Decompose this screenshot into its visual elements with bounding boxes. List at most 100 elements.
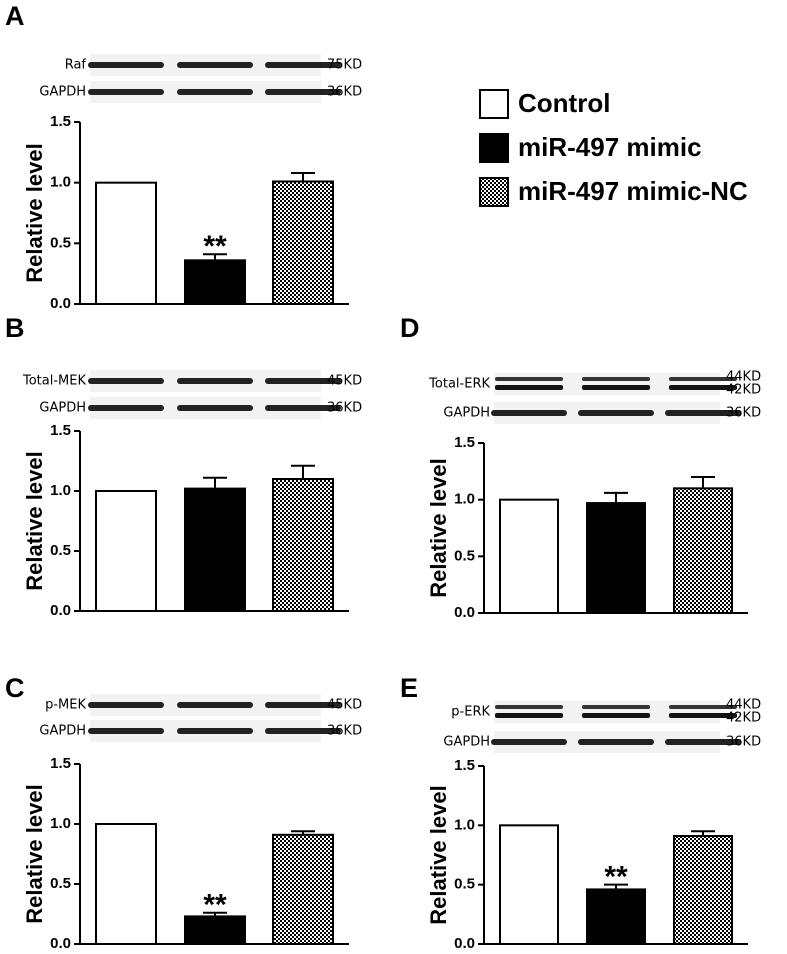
blot-size: 45KD xyxy=(327,698,362,713)
y-tick-label: 0.5 xyxy=(50,234,71,251)
blot-band xyxy=(578,739,654,745)
blot-label: GAPDH xyxy=(443,406,490,421)
y-tick-label: 0.0 xyxy=(50,602,71,619)
bar xyxy=(272,180,334,306)
blot-band xyxy=(582,385,650,390)
blot-band xyxy=(265,62,341,68)
blot-band xyxy=(265,89,341,95)
y-axis-label: Relative level xyxy=(22,451,47,590)
blot-background xyxy=(494,701,720,723)
y-tick-label: 0.5 xyxy=(50,542,71,559)
blot-band xyxy=(669,377,737,381)
y-tick-label: 1.5 xyxy=(454,757,475,774)
y-tick-label: 0.0 xyxy=(50,295,71,312)
blot-label: Raf xyxy=(65,58,87,73)
blot-band xyxy=(265,728,341,734)
blot-band xyxy=(177,405,253,411)
y-tick-label: 0.0 xyxy=(50,935,71,949)
y-tick-label: 1.5 xyxy=(454,434,475,451)
blot-band xyxy=(495,377,563,381)
legend-label: miR-497 mimic xyxy=(518,132,702,162)
blot-band xyxy=(491,739,567,745)
bar xyxy=(272,833,334,945)
panel-letter: A xyxy=(5,1,25,31)
panel-letter: B xyxy=(5,313,25,343)
blot-band xyxy=(582,377,650,381)
blot-band xyxy=(88,62,164,68)
bar xyxy=(272,478,334,612)
y-tick-label: 1.0 xyxy=(50,174,71,191)
legend-swatch xyxy=(479,89,509,119)
y-tick-label: 1.5 xyxy=(50,422,71,439)
blot-band xyxy=(177,702,253,708)
legend-swatch xyxy=(479,133,509,163)
blot-band xyxy=(177,728,253,734)
bar xyxy=(184,487,246,613)
blot-size: 42KD xyxy=(726,383,761,398)
bar xyxy=(95,823,157,945)
panel-letter: C xyxy=(5,673,25,703)
bar xyxy=(95,490,157,612)
legend-swatch xyxy=(479,177,509,207)
blot-band xyxy=(665,410,741,416)
y-tick-label: 0.5 xyxy=(454,547,475,564)
legend-label: Control xyxy=(518,88,610,118)
blot-band xyxy=(669,705,737,709)
blot-band xyxy=(88,89,164,95)
blot-label: Total-MEK xyxy=(22,374,86,389)
blot-band xyxy=(669,713,737,718)
blot-size: 75KD xyxy=(327,58,362,73)
bar xyxy=(184,259,246,306)
blot-size: 36KD xyxy=(327,724,362,739)
blot-band xyxy=(177,62,253,68)
bar xyxy=(184,915,246,946)
blot-band xyxy=(491,410,567,416)
blot-size: 44KD xyxy=(726,370,761,385)
blot-band xyxy=(88,728,164,734)
blot-label: GAPDH xyxy=(39,85,86,100)
panel-letter: D xyxy=(400,313,420,343)
y-tick-label: 1.0 xyxy=(50,815,71,832)
bar xyxy=(499,498,559,614)
blot-band xyxy=(265,378,341,384)
y-axis-label: Relative level xyxy=(22,784,47,923)
bar xyxy=(499,824,559,945)
y-axis-label: Relative level xyxy=(22,143,47,282)
panel-letter: E xyxy=(400,673,418,703)
blot-band xyxy=(177,378,253,384)
significance: ** xyxy=(604,861,628,894)
blot-band xyxy=(265,405,341,411)
bar xyxy=(95,181,157,306)
blot-background xyxy=(494,373,720,395)
blot-size: 36KD xyxy=(726,406,761,421)
blot-size: 36KD xyxy=(327,85,362,100)
blot-label: GAPDH xyxy=(39,401,86,416)
blot-size: 45KD xyxy=(327,374,362,389)
y-tick-label: 1.0 xyxy=(454,816,475,833)
bar xyxy=(673,487,733,615)
blot-band xyxy=(177,89,253,95)
blot-band xyxy=(578,410,654,416)
bar xyxy=(586,502,646,615)
significance: ** xyxy=(203,230,227,263)
blot-band xyxy=(265,702,341,708)
legend-label: miR-497 mimic-NC xyxy=(518,176,748,206)
y-tick-label: 0.0 xyxy=(454,935,475,949)
y-tick-label: 1.0 xyxy=(50,482,71,499)
blot-size: 42KD xyxy=(726,711,761,726)
blot-band xyxy=(495,705,563,709)
blot-band xyxy=(88,405,164,411)
blot-band xyxy=(88,702,164,708)
blot-label: p-MEK xyxy=(45,698,86,713)
blot-band xyxy=(582,705,650,709)
y-tick-label: 1.5 xyxy=(50,755,71,772)
y-tick-label: 0.5 xyxy=(454,876,475,893)
blot-size: 36KD xyxy=(327,401,362,416)
blot-band xyxy=(495,385,563,390)
significance: ** xyxy=(203,889,227,922)
bar xyxy=(673,835,733,945)
y-axis-label: Relative level xyxy=(426,458,451,597)
blot-label: GAPDH xyxy=(443,735,490,750)
bar xyxy=(586,888,646,945)
